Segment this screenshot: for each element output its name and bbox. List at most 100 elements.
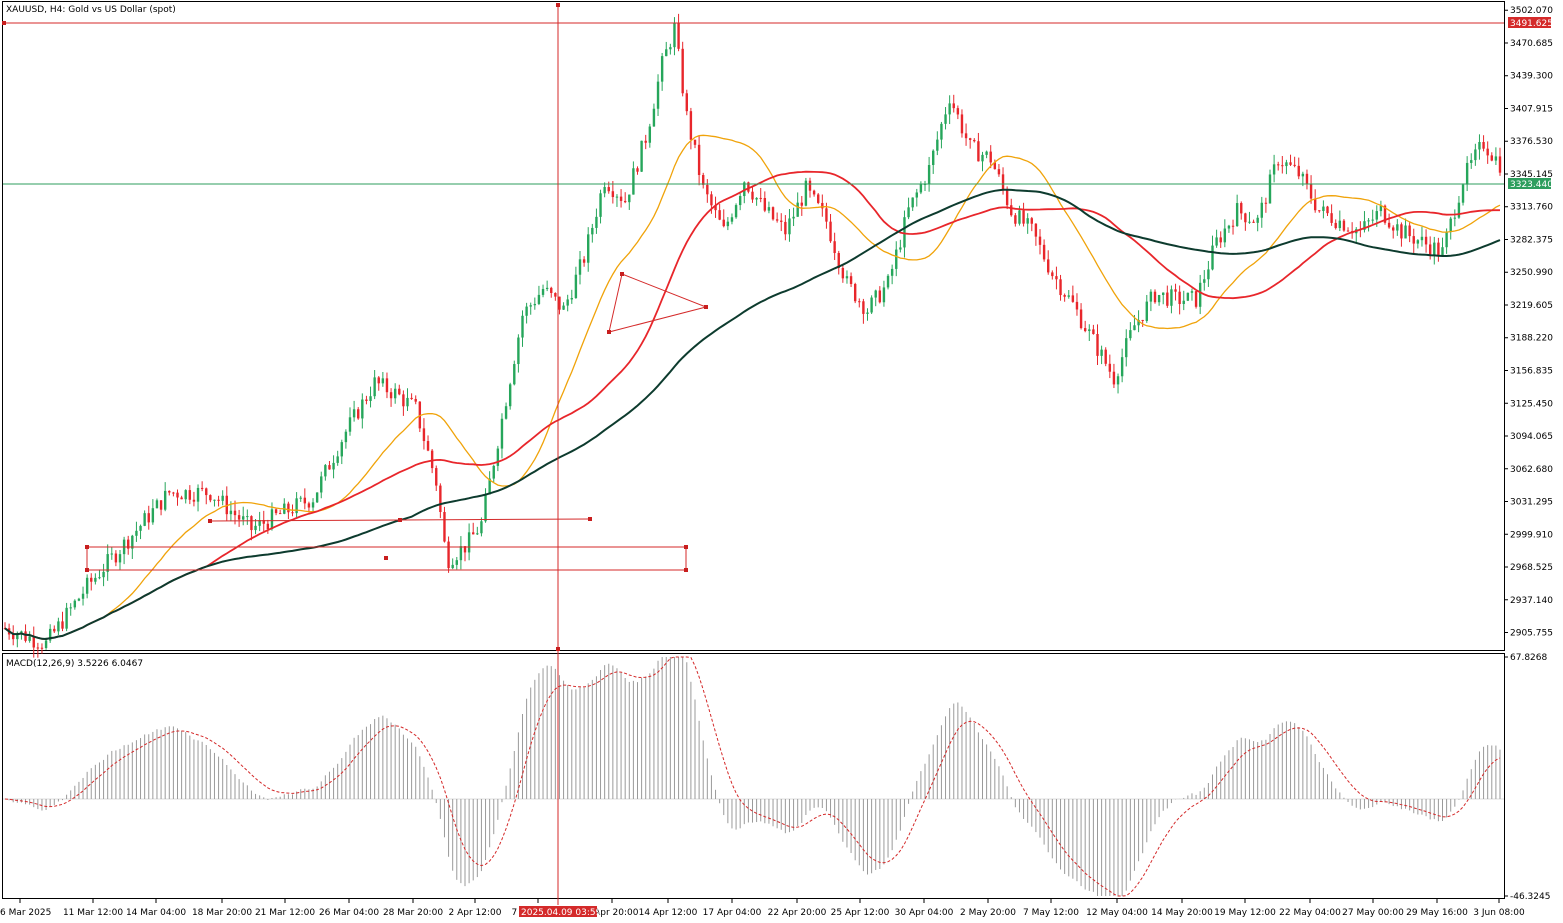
candle-body [541,288,545,295]
candle-body [1363,221,1366,230]
drawing-handle[interactable] [85,568,89,572]
candle-body [981,154,984,162]
candle-body [1470,160,1473,163]
candle-body [32,636,35,648]
candle-body [192,499,196,502]
candle-body [439,485,442,512]
candle-body [1260,202,1263,218]
drawing-handle[interactable] [384,556,388,560]
candle-body [1490,155,1493,161]
candle-body [1400,224,1403,239]
candle-body [636,168,639,172]
candle-body [775,219,779,221]
candle-body [430,450,434,469]
candle-body [467,532,471,553]
candle-body [307,503,311,508]
candle-body [619,196,623,201]
candle-body [915,192,918,198]
y-tick-label: 3313.760 [1510,203,1553,213]
candle-body [1338,220,1342,229]
candle-body [611,191,615,198]
candle-body [710,194,713,206]
y-tick-label: 3470.685 [1510,39,1553,49]
candle-body [751,191,754,200]
candle-body [587,234,590,263]
candle-body [1277,164,1280,166]
candle-body [866,312,869,314]
candle-body [299,497,302,499]
candle-body [143,513,146,526]
candle-body [1322,206,1325,212]
y-tick-label: 3250.990 [1510,268,1553,278]
drawing-handle[interactable] [588,517,592,521]
drawing-handle[interactable] [607,330,611,334]
drawing-handle[interactable] [684,568,688,572]
candle-body [1428,244,1432,256]
macd-layer [3,656,1504,897]
candle-body [118,554,122,563]
drawing-handle[interactable] [684,545,688,549]
drawing-handle[interactable] [398,518,402,522]
candle-body [849,276,853,284]
candle-body [131,535,134,549]
candle-body [1108,363,1112,372]
candle-body [324,465,327,477]
ma-mid-line [4,170,1501,640]
candle-body [402,394,405,407]
drawing-handle[interactable] [208,519,212,523]
candle-body [1104,349,1107,364]
candle-body [1215,237,1218,246]
drawing-handle[interactable] [85,545,89,549]
candle-body [833,241,836,254]
candle-body [12,634,15,640]
candle-body [582,259,586,263]
y-tick-label: 3156.835 [1510,367,1553,377]
candle-body [1387,222,1391,228]
candle-body [311,502,315,508]
candle-body [919,184,923,193]
candle-body [632,168,635,195]
candle-body [459,546,463,561]
candle-body [1244,213,1247,223]
candle-body [340,442,343,457]
candle-body [1096,333,1099,356]
candle-body [1240,203,1243,214]
cursor-handle-top[interactable] [556,3,560,7]
candle-body [1063,295,1066,297]
candle-body [1162,292,1165,296]
drawing-handle[interactable] [620,272,624,276]
drawing-handle[interactable] [704,305,708,309]
price-tag-red: 3491.625 [1510,19,1553,29]
candle-body [77,598,81,601]
rectangle-drawing[interactable] [86,546,687,571]
candle-body [172,492,175,494]
candle-body [472,532,475,535]
candle-body [702,175,705,185]
candle-body [1420,236,1424,241]
candle-body [890,268,894,276]
candle-body [410,397,413,399]
cursor-handle-bottom[interactable] [556,647,560,651]
time-axis: 6 Mar 2025 11 Mar 12:00 14 Mar 04:00 18 Mar… [0,899,1525,918]
candle-body [899,247,902,250]
candle-body [845,276,849,279]
triangle-drawing[interactable] [608,273,708,333]
y-tick-label: 2999.910 [1510,530,1553,540]
candle-body [960,114,964,134]
drawing-objects[interactable] [85,272,708,572]
candle-body [1482,141,1485,149]
hline-red-handle[interactable] [2,21,6,25]
candle-body [660,56,664,82]
candle-body [780,220,783,222]
x-tick-label: 22 Apr 20:00 [768,908,827,918]
candle-body [591,227,594,235]
candle-body [196,487,200,502]
candle-body [644,140,647,143]
candle-body [1486,148,1489,156]
candle-body [1305,173,1309,184]
candle-body [127,539,130,549]
candle-body [767,207,771,211]
candle-body [685,93,688,112]
candle-body [574,274,578,299]
